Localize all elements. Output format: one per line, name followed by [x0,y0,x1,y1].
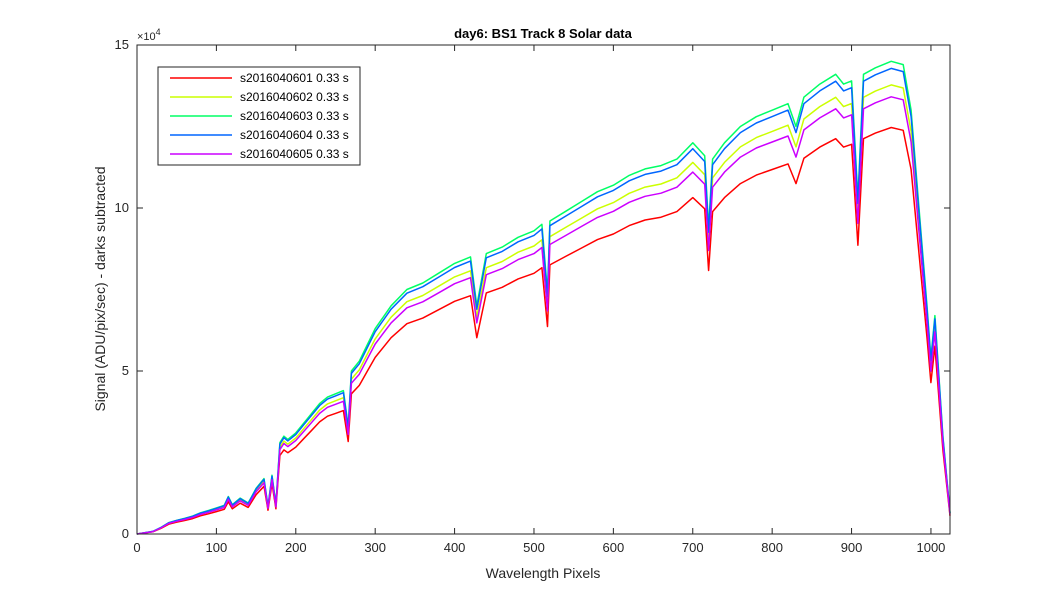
y-tick-label: 0 [122,526,129,541]
chart-title: day6: BS1 Track 8 Solar data [454,26,633,41]
x-tick-label: 0 [133,540,140,555]
y-tick-label: 15 [115,37,129,52]
y-tick-label: 10 [115,200,129,215]
x-tick-label: 100 [206,540,228,555]
x-axis-label: Wavelength Pixels [486,565,601,581]
x-tick-label: 400 [444,540,466,555]
y-tick-label: 5 [122,363,129,378]
legend: s2016040601 0.33 s s2016040602 0.33 s s201… [157,66,361,166]
y-axis: 0 5 10 15 [115,37,950,541]
series-layer [136,60,951,535]
legend-label-4: s2016040604 0.33 s [240,128,349,142]
x-tick-label: 300 [364,540,386,555]
y-axis-label: Signal (ADU/pix/sec) - darks subtracted [92,166,108,411]
x-tick-label: 1000 [916,540,945,555]
plot-frame [136,44,951,535]
series-line-4 [136,67,951,535]
x-tick-label: 600 [603,540,625,555]
x-tick-label: 700 [682,540,704,555]
x-tick-label: 900 [841,540,863,555]
x-tick-label: 800 [761,540,783,555]
legend-label-3: s2016040603 0.33 s [240,109,349,123]
legend-label-5: s2016040605 0.33 s [240,147,349,161]
x-tick-label: 200 [285,540,307,555]
x-tick-label: 500 [523,540,545,555]
series-line-5 [136,96,951,535]
legend-label-1: s2016040601 0.33 s [240,71,349,85]
y-exponent-label: ×104 [137,27,161,43]
legend-label-2: s2016040602 0.33 s [240,90,349,104]
series-line-1 [136,126,951,535]
x-axis: 0 100 200 300 400 500 600 700 800 900 1000 [133,45,945,555]
